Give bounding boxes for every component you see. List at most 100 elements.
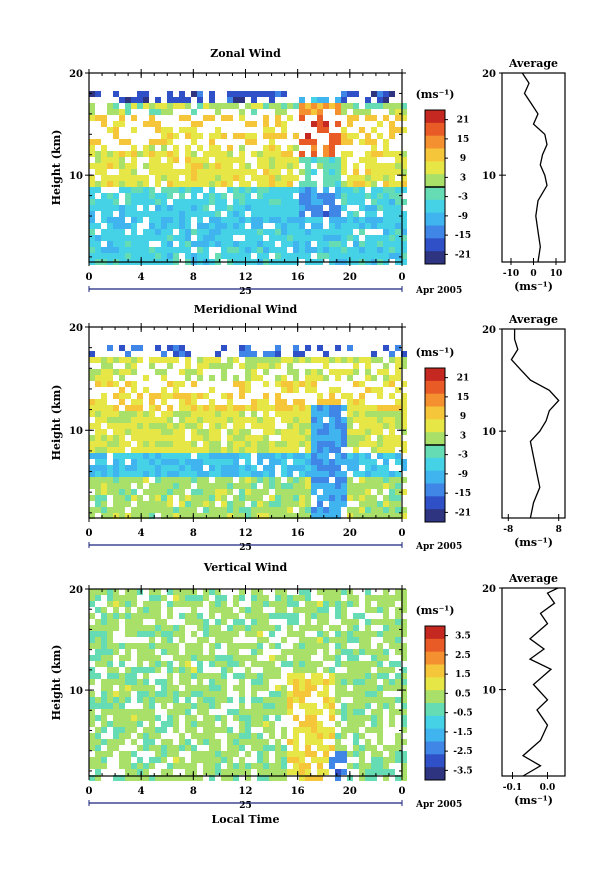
heatmap-cell: [215, 769, 221, 775]
heatmap-cell: [197, 181, 203, 187]
heatmap-cell: [257, 601, 263, 607]
heatmap-cell: [299, 607, 305, 613]
heatmap-cell: [323, 495, 329, 501]
heatmap-cell: [149, 357, 155, 363]
heatmap-cell: [197, 199, 203, 205]
colorbar-tick-label: -21: [455, 250, 471, 260]
heatmap-cell: [323, 441, 329, 447]
heatmap-cell: [167, 139, 173, 145]
heatmap-cell: [167, 685, 173, 691]
heatmap-cell: [299, 351, 305, 357]
heatmap-cell: [371, 253, 377, 259]
heatmap-cell: [143, 211, 149, 217]
heatmap-cell: [251, 121, 257, 127]
heatmap-cell: [101, 513, 107, 519]
heatmap-cell: [173, 235, 179, 241]
heatmap-cell: [281, 763, 287, 769]
heatmap-cell: [329, 601, 335, 607]
heatmap-cell: [251, 709, 257, 715]
heatmap-cell: [89, 447, 95, 453]
heatmap-cell: [143, 601, 149, 607]
heatmap-cell: [281, 703, 287, 709]
heatmap-cell: [125, 667, 131, 673]
heatmap-cell: [263, 679, 269, 685]
heatmap-cell: [197, 721, 203, 727]
heatmap-cell: [119, 471, 125, 477]
heatmap-cell: [119, 721, 125, 727]
heatmap-cell: [317, 127, 323, 133]
heatmap-cell: [215, 643, 221, 649]
heatmap-cell: [131, 667, 137, 673]
heatmap-cell: [89, 241, 95, 247]
heatmap-cell: [353, 447, 359, 453]
heatmap-cell: [281, 769, 287, 775]
heatmap-cell: [341, 643, 347, 649]
heatmap-cell: [257, 595, 263, 601]
heatmap-cell: [395, 223, 401, 229]
heatmap-cell: [113, 235, 119, 241]
heatmap-cell: [383, 679, 389, 685]
heatmap-cell: [287, 613, 293, 619]
heatmap-cell: [401, 607, 407, 613]
heatmap-cell: [335, 163, 341, 169]
heatmap-cell: [149, 685, 155, 691]
heatmap-cell: [119, 441, 125, 447]
heatmap-cell: [221, 685, 227, 691]
heatmap-cell: [113, 163, 119, 169]
heatmap-cell: [287, 619, 293, 625]
heatmap-cell: [101, 429, 107, 435]
heatmap-cell: [347, 489, 353, 495]
heatmap-cell: [317, 643, 323, 649]
heatmap-cell: [107, 589, 113, 595]
heatmap-cell: [317, 673, 323, 679]
heatmap-cell: [329, 715, 335, 721]
heatmap-cell: [263, 465, 269, 471]
heatmap-cell: [143, 91, 149, 97]
heatmap-cell: [239, 345, 245, 351]
heatmap-cell: [101, 205, 107, 211]
heatmap-cell: [395, 247, 401, 253]
heatmap-cell: [239, 175, 245, 181]
heatmap-cell: [167, 697, 173, 703]
colorbar-swatch: [425, 161, 445, 175]
heatmap-cell: [191, 745, 197, 751]
heatmap-cell: [155, 253, 161, 259]
heatmap-cell: [305, 375, 311, 381]
heatmap-cell: [359, 109, 365, 115]
heatmap-cell: [383, 769, 389, 775]
heatmap-cell: [197, 595, 203, 601]
heatmap-cell: [125, 769, 131, 775]
heatmap-cell: [287, 423, 293, 429]
heatmap-cell: [233, 739, 239, 745]
heatmap-cell: [119, 345, 125, 351]
heatmap-cell: [215, 745, 221, 751]
heatmap-cell: [161, 217, 167, 223]
heatmap-cell: [125, 205, 131, 211]
heatmap-cell: [275, 169, 281, 175]
heatmap-cell: [317, 453, 323, 459]
heatmap-cells: [89, 91, 407, 265]
heatmap-cell: [347, 175, 353, 181]
heatmap-cell: [161, 229, 167, 235]
heatmap-cell: [107, 679, 113, 685]
heatmap-cell: [221, 489, 227, 495]
heatmap-cell: [281, 127, 287, 133]
heatmap-cell: [221, 235, 227, 241]
heatmap-cell: [89, 109, 95, 115]
heatmap-cell: [185, 241, 191, 247]
heatmap-cell: [185, 127, 191, 133]
profile-title: Average: [508, 572, 558, 585]
heatmap-cell: [125, 721, 131, 727]
heatmap-cell: [107, 211, 113, 217]
heatmap-cell: [131, 241, 137, 247]
heatmap-cell: [221, 447, 227, 453]
heatmap-cell: [317, 465, 323, 471]
heatmap-cell: [347, 453, 353, 459]
heatmap-cell: [401, 235, 407, 241]
heatmap-cell: [311, 447, 317, 453]
heatmap-cell: [395, 375, 401, 381]
heatmap-cell: [209, 459, 215, 465]
heatmap-cell: [371, 223, 377, 229]
heatmap-cell: [365, 739, 371, 745]
